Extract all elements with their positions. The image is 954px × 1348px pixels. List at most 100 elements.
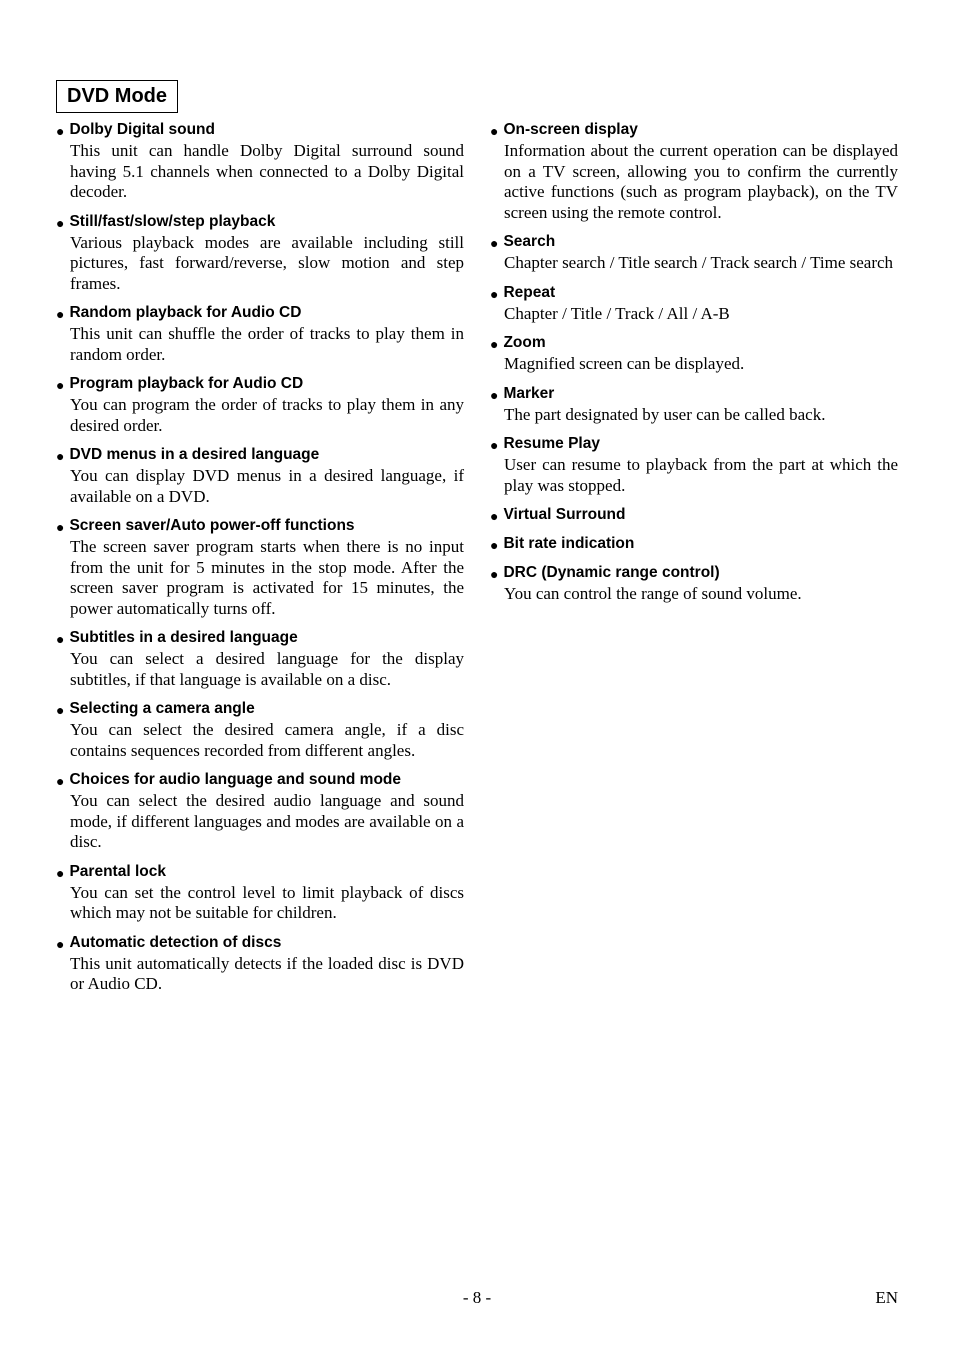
bullet-icon: ● (490, 122, 498, 140)
bullet-icon: ● (56, 518, 64, 536)
feature-header: ● Choices for audio language and sound mo… (56, 771, 464, 790)
feature-title: Marker (503, 385, 554, 403)
feature-title: On-screen display (503, 121, 637, 139)
feature-header: ● Selecting a camera angle (56, 700, 464, 719)
feature-title: Choices for audio language and sound mod… (69, 771, 401, 789)
bullet-icon: ● (490, 386, 498, 404)
bullet-icon: ● (490, 536, 498, 554)
feature-title: Automatic detection of discs (69, 934, 281, 952)
feature-item: ● DVD menus in a desired language You can … (56, 446, 464, 507)
feature-body: Various playback modes are available inc… (70, 233, 464, 295)
feature-body: Magnified screen can be displayed. (504, 354, 898, 375)
feature-body: You can display DVD menus in a desired l… (70, 466, 464, 507)
feature-body: Information about the current operation … (504, 141, 898, 223)
bullet-icon: ● (56, 376, 64, 394)
feature-item: ● Selecting a camera angle You can select … (56, 700, 464, 761)
feature-body: This unit can shuffle the order of track… (70, 324, 464, 365)
feature-header: ● DVD menus in a desired language (56, 446, 464, 465)
feature-item: ● Still/fast/slow/step playback Various pl… (56, 213, 464, 295)
feature-title: Random playback for Audio CD (69, 304, 301, 322)
feature-header: ● Random playback for Audio CD (56, 304, 464, 323)
feature-title: Subtitles in a desired language (69, 629, 297, 647)
feature-header: ● Repeat (490, 284, 898, 303)
feature-header: ● Marker (490, 385, 898, 404)
feature-body: You can set the control level to limit p… (70, 883, 464, 924)
feature-body: You can control the range of sound volum… (504, 584, 898, 605)
page-footer: - 8 - EN (56, 1288, 898, 1308)
feature-header: ● Zoom (490, 334, 898, 353)
bullet-icon: ● (56, 630, 64, 648)
feature-item: ● Bit rate indication (490, 535, 898, 554)
feature-body: You can select a desired language for th… (70, 649, 464, 690)
feature-item: ● Screen saver/Auto power-off functions Th… (56, 517, 464, 619)
content-columns: ● Dolby Digital sound This unit can handle… (56, 121, 898, 1005)
feature-title: Bit rate indication (503, 535, 634, 553)
feature-body: You can program the order of tracks to p… (70, 395, 464, 436)
feature-item: ● Choices for audio language and sound mo… (56, 771, 464, 853)
feature-body: You can select the desired camera angle,… (70, 720, 464, 761)
feature-body: This unit automatically detects if the l… (70, 954, 464, 995)
feature-title: DVD menus in a desired language (69, 446, 319, 464)
feature-header: ● Bit rate indication (490, 535, 898, 554)
bullet-icon: ● (56, 305, 64, 323)
bullet-icon: ● (56, 864, 64, 882)
feature-header: ● Subtitles in a desired language (56, 629, 464, 648)
feature-header: ●DRC (Dynamic range control) (490, 564, 898, 583)
bullet-icon: ● (56, 447, 64, 465)
feature-item: ● On-screen display Information about the … (490, 121, 898, 223)
feature-item: ● Parental lock You can set the control le… (56, 863, 464, 924)
feature-item: ●DRC (Dynamic range control)You can cont… (490, 564, 898, 605)
feature-header: ● Dolby Digital sound (56, 121, 464, 140)
feature-item: ● Repeat Chapter / Title / Track / All / A… (490, 284, 898, 325)
feature-header: ● On-screen display (490, 121, 898, 140)
feature-title: Parental lock (69, 863, 166, 881)
feature-item: ● Search Chapter search / Title search / T… (490, 233, 898, 274)
bullet-icon: ● (56, 772, 64, 790)
feature-item: ● Marker The part designated by user can b… (490, 385, 898, 426)
feature-title: Search (503, 233, 555, 251)
footer-language: EN (875, 1288, 898, 1308)
feature-body: Chapter / Title / Track / All / A-B (504, 304, 898, 325)
feature-header: ●Automatic detection of discs (56, 934, 464, 953)
feature-title: Resume Play (503, 435, 600, 453)
dvd-mode-title: DVD Mode (67, 85, 167, 107)
feature-item: ● Zoom Magnified screen can be displayed. (490, 334, 898, 375)
feature-title: Selecting a camera angle (69, 700, 254, 718)
feature-item: ● Program playback for Audio CD You can pr… (56, 375, 464, 436)
feature-title: Repeat (503, 284, 555, 302)
feature-header: ●Virtual Surround (490, 506, 898, 525)
feature-title: Dolby Digital sound (69, 121, 215, 139)
bullet-icon: ● (56, 122, 64, 140)
feature-title: Screen saver/Auto power-off functions (69, 517, 354, 535)
feature-header: ● Search (490, 233, 898, 252)
feature-body: User can resume to playback from the par… (504, 455, 898, 496)
feature-item: ● Subtitles in a desired language You can … (56, 629, 464, 690)
feature-header: ● Program playback for Audio CD (56, 375, 464, 394)
left-column: ● Dolby Digital sound This unit can handle… (56, 121, 464, 1005)
feature-item: ● Dolby Digital sound This unit can handle… (56, 121, 464, 203)
feature-body: The part designated by user can be calle… (504, 405, 898, 426)
dvd-mode-box: DVD Mode (56, 80, 178, 113)
bullet-icon: ● (490, 285, 498, 303)
bullet-icon: ● (56, 214, 64, 232)
feature-body: Chapter search / Title search / Track se… (504, 253, 898, 274)
page-number: - 8 - (463, 1288, 491, 1308)
feature-title: Still/fast/slow/step playback (69, 213, 275, 231)
feature-title: Zoom (503, 334, 545, 352)
feature-body: This unit can handle Dolby Digital surro… (70, 141, 464, 203)
bullet-icon: ● (490, 234, 498, 252)
feature-body: The screen saver program starts when the… (70, 537, 464, 619)
right-column: ● On-screen display Information about the … (490, 121, 898, 1005)
feature-header: ● Screen saver/Auto power-off functions (56, 517, 464, 536)
feature-title: Program playback for Audio CD (69, 375, 303, 393)
feature-header: ● Still/fast/slow/step playback (56, 213, 464, 232)
feature-body: You can select the desired audio languag… (70, 791, 464, 853)
bullet-icon: ● (56, 701, 64, 719)
feature-header: ● Parental lock (56, 863, 464, 882)
feature-title: Virtual Surround (503, 506, 625, 524)
feature-header: ● Resume Play (490, 435, 898, 454)
feature-item: ● Random playback for Audio CD This unit c… (56, 304, 464, 365)
bullet-icon: ● (490, 436, 498, 454)
bullet-icon: ● (490, 335, 498, 353)
bullet-icon: ● (490, 565, 498, 583)
